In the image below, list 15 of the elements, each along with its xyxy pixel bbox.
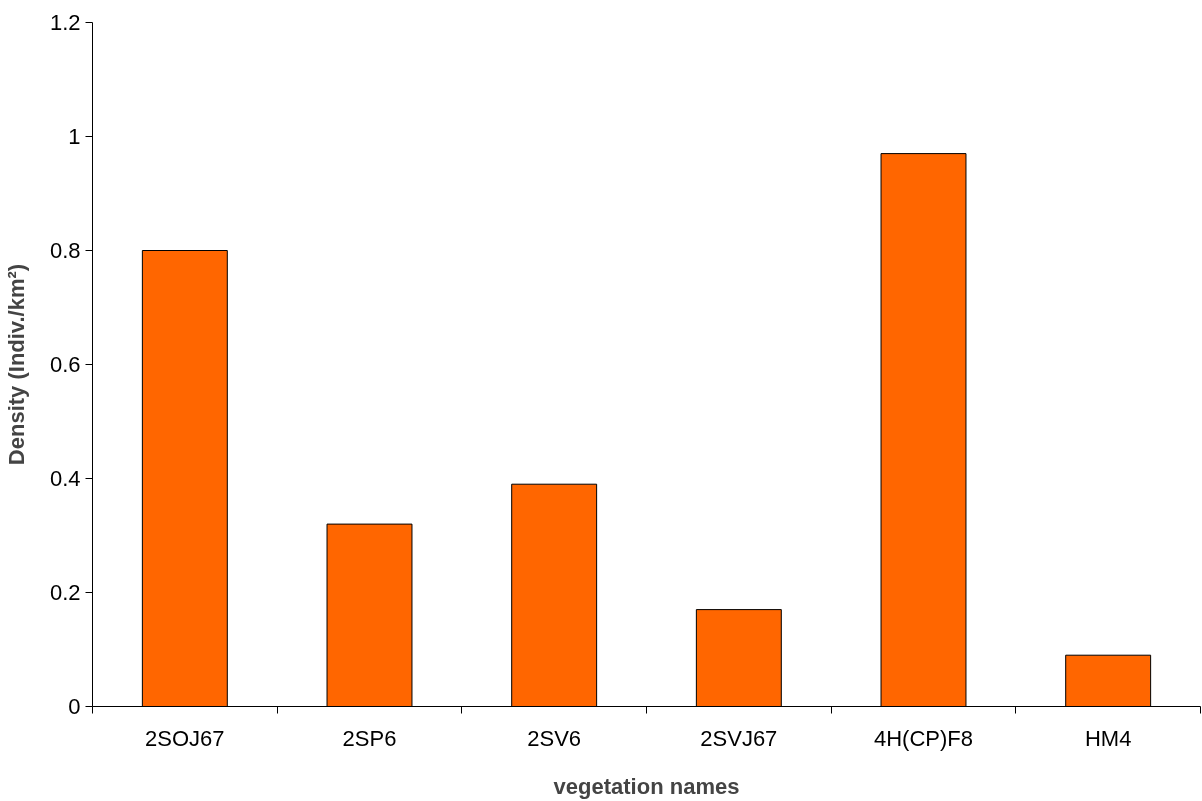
- y-tick-label: 1: [68, 124, 81, 149]
- x-tick-label: HM4: [1084, 725, 1132, 751]
- y-tick-label: 0.2: [49, 580, 81, 605]
- x-tick-label: 2SVJ67: [700, 725, 778, 751]
- y-axis-title: Density (Indiv./km²): [3, 263, 29, 466]
- x-axis-title: vegetation names: [553, 773, 740, 799]
- x-tick-label: 2SP6: [342, 725, 397, 751]
- y-tick-label: 0.4: [49, 466, 81, 491]
- x-tick-label: 2SV6: [527, 725, 582, 751]
- x-tick-label: 4H(CP)F8: [873, 725, 974, 751]
- x-tick-label: 2SOJ67: [145, 725, 225, 751]
- y-tick-label: 0.6: [49, 352, 81, 377]
- y-tick-label: 0.8: [49, 238, 81, 263]
- y-tick-label: 1.2: [49, 10, 81, 35]
- y-tick-label: 0: [68, 694, 81, 719]
